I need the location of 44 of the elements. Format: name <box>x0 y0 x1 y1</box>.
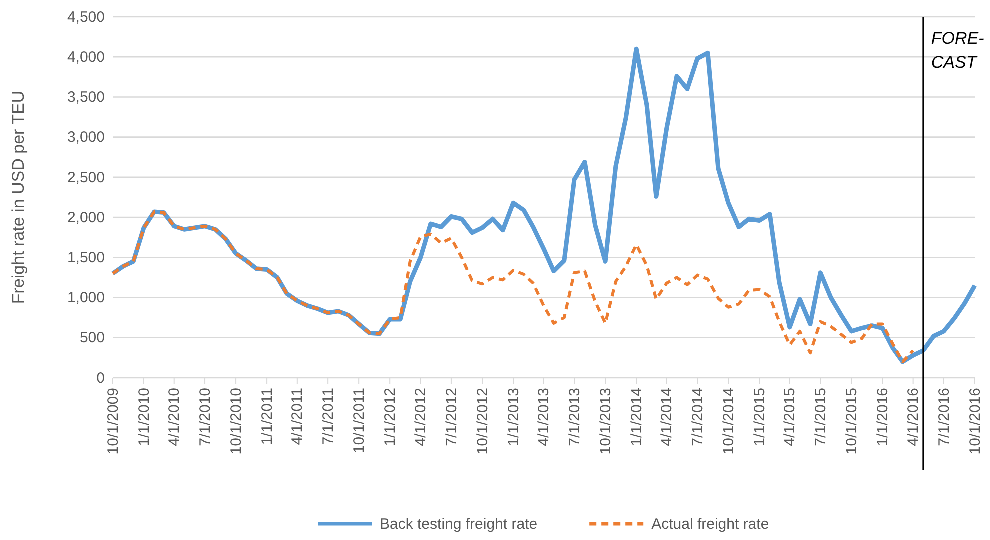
x-tick-label: 1/1/2016 <box>874 388 892 446</box>
legend-label: Actual freight rate <box>652 516 770 533</box>
y-tick-label: 2,000 <box>67 209 105 226</box>
ref-line-label: FORE- CAST <box>931 29 985 72</box>
y-tick-label: 0 <box>96 370 105 387</box>
y-tick-label: 3,000 <box>67 129 105 146</box>
x-tick-label: 1/1/2014 <box>628 388 646 446</box>
y-tick-label: 1,500 <box>67 249 105 266</box>
y-tick-label: 500 <box>80 330 105 347</box>
y-tick-label: 4,500 <box>67 8 105 26</box>
x-tick-label: 4/1/2011 <box>289 388 306 446</box>
legend-label: Back testing freight rate <box>380 516 538 533</box>
x-tick-label: 4/1/2010 <box>166 388 184 446</box>
y-tick-label: 2,500 <box>67 169 105 186</box>
x-tick-label: 1/1/2012 <box>382 388 399 446</box>
y-axis-title: Freight rate in USD per TEU <box>9 90 28 304</box>
x-tick-label: 1/1/2011 <box>258 388 276 446</box>
x-tick-label: 4/1/2014 <box>658 388 676 446</box>
x-tick-label: 10/1/2015 <box>843 388 860 455</box>
x-tick-label: 1/1/2013 <box>505 388 522 446</box>
x-tick-label: 7/1/2012 <box>443 388 460 446</box>
x-tick-label: 10/1/2013 <box>597 388 614 455</box>
x-tick-label: 1/1/2015 <box>751 388 768 446</box>
line-series <box>112 210 915 364</box>
y-tick-label: 1,000 <box>67 290 105 307</box>
x-tick-label: 10/1/2009 <box>104 388 122 455</box>
x-tick-label: 7/1/2015 <box>812 388 830 446</box>
x-tick-label: 10/1/2010 <box>228 388 245 455</box>
y-tick-label: 4,000 <box>67 48 105 66</box>
x-tick-label: 7/1/2010 <box>196 388 214 446</box>
x-tick-label: 10/1/2014 <box>720 388 738 455</box>
x-tick-label: 7/1/2016 <box>936 388 953 446</box>
x-tick-label: 4/1/2013 <box>536 388 553 446</box>
x-tick-label: 10/1/2011 <box>350 388 368 454</box>
x-tick-label: 1/1/2010 <box>136 388 153 446</box>
x-tick-label: 4/1/2016 <box>905 388 922 446</box>
x-tick-label: 7/1/2014 <box>689 388 706 446</box>
x-tick-label: 4/1/2015 <box>782 388 799 446</box>
x-tick-label: 7/1/2011 <box>320 388 337 446</box>
x-tick-label: 4/1/2012 <box>412 388 430 446</box>
x-tick-label: 7/1/2013 <box>566 388 584 446</box>
y-tick-label: 3,500 <box>67 89 105 106</box>
x-tick-label: 10/1/2012 <box>474 388 492 455</box>
x-tick-label: 10/1/2016 <box>966 388 984 455</box>
